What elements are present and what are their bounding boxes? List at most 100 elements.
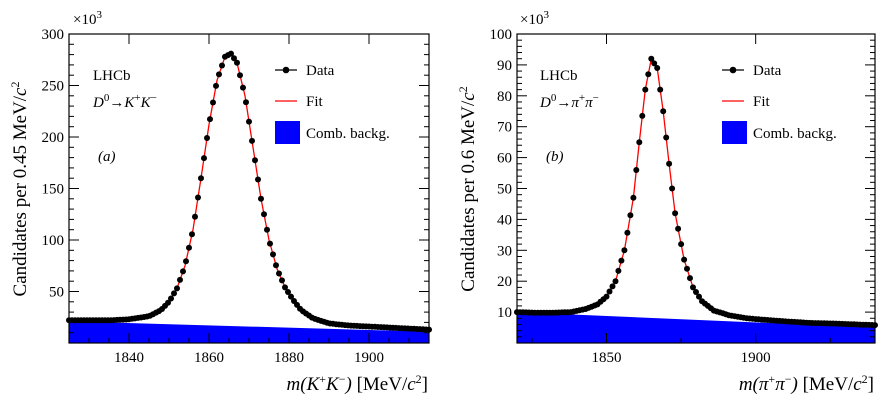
data-point bbox=[207, 116, 213, 123]
data-point bbox=[273, 262, 279, 269]
data-point bbox=[165, 299, 171, 306]
data-point bbox=[678, 241, 685, 248]
data-point bbox=[633, 167, 640, 173]
panel-b-legend: Data Fit Comb. backg. bbox=[722, 63, 837, 144]
y-tick-label: 100 bbox=[490, 27, 513, 43]
data-point bbox=[237, 72, 243, 79]
panel-b-ticks: 1850 1900 10 20 30 40 50 60 70 80 90 100 bbox=[490, 27, 875, 366]
panel-a-y-multiplier: ×103 bbox=[73, 9, 102, 28]
panel-b-y-multiplier: ×103 bbox=[520, 9, 549, 28]
data-point bbox=[693, 289, 699, 295]
data-point bbox=[258, 195, 264, 202]
data-point bbox=[183, 258, 189, 265]
data-point bbox=[261, 211, 267, 218]
y-tick-label: 300 bbox=[42, 27, 65, 43]
data-point bbox=[603, 293, 610, 300]
panel-b-background-area bbox=[517, 312, 875, 343]
data-point bbox=[657, 86, 664, 93]
data-point bbox=[615, 267, 622, 274]
data-point bbox=[189, 231, 195, 238]
y-tick-label: 50 bbox=[497, 182, 512, 198]
y-tick-label: 10 bbox=[497, 305, 512, 321]
data-point bbox=[654, 65, 661, 71]
panel-b-legend-background-swatch bbox=[722, 121, 747, 144]
data-point bbox=[684, 265, 690, 272]
panel-a-data-points bbox=[66, 50, 432, 333]
x-tick-label: 1900 bbox=[741, 350, 771, 366]
data-point bbox=[201, 155, 207, 162]
panel-b-legend-data-label: Data bbox=[753, 63, 782, 79]
background-area-fill bbox=[69, 321, 429, 343]
x-tick-label: 1900 bbox=[354, 350, 384, 366]
data-point bbox=[639, 112, 646, 119]
data-point bbox=[288, 293, 294, 300]
data-point bbox=[618, 257, 625, 264]
panel-a-legend: Data Fit Comb. backg. bbox=[275, 63, 390, 144]
data-point bbox=[672, 210, 679, 217]
data-point bbox=[663, 134, 670, 141]
data-point bbox=[180, 268, 186, 275]
panel-b-panel-label: (b) bbox=[546, 149, 564, 165]
panel-a-legend-background-swatch bbox=[275, 121, 300, 144]
data-point bbox=[267, 240, 273, 247]
data-point bbox=[675, 225, 682, 232]
panel-a-y-axis-label: Candidates per 0.45 MeV/c2 bbox=[8, 82, 31, 297]
panel-a-x-axis-label: m(K+K−) [MeV/c2] bbox=[287, 372, 429, 395]
panel-b: 1850 1900 10 20 30 40 50 60 70 80 90 100 ×103 Candi… bbox=[456, 9, 878, 395]
data-point bbox=[642, 86, 649, 93]
panel-b-data-points bbox=[514, 55, 878, 329]
panel-b-decay-label: D0→π+π− bbox=[539, 92, 599, 111]
data-point bbox=[687, 275, 693, 282]
x-tick-label: 1840 bbox=[114, 350, 144, 366]
background-area-fill bbox=[517, 312, 875, 343]
data-point bbox=[636, 139, 643, 146]
y-tick-label: 250 bbox=[42, 79, 65, 95]
data-point bbox=[168, 295, 174, 302]
data-point bbox=[282, 284, 288, 291]
data-point bbox=[681, 256, 688, 263]
panel-a: 1840 1860 1880 1900 50 100 150 200 250 300 ×103 C… bbox=[8, 9, 432, 395]
data-point bbox=[252, 157, 258, 164]
data-point bbox=[630, 194, 637, 201]
panel-a-legend-data-marker bbox=[282, 66, 290, 74]
data-point bbox=[612, 278, 619, 285]
data-point bbox=[228, 50, 234, 57]
data-point bbox=[609, 283, 616, 290]
data-point bbox=[186, 244, 192, 251]
data-point bbox=[669, 185, 676, 192]
data-point bbox=[645, 71, 652, 78]
panel-a-background-area bbox=[69, 321, 429, 343]
y-tick-label: 50 bbox=[49, 285, 64, 301]
data-point bbox=[216, 71, 222, 78]
y-tick-label: 40 bbox=[497, 212, 512, 228]
data-point bbox=[195, 194, 201, 201]
data-point bbox=[231, 55, 237, 62]
panel-a-panel-label: (a) bbox=[98, 149, 116, 165]
data-point bbox=[660, 108, 667, 115]
panel-b-legend-background-label: Comb. backg. bbox=[753, 126, 837, 142]
data-point bbox=[648, 55, 655, 62]
data-point bbox=[285, 289, 291, 295]
panel-a-ticks: 1840 1860 1880 1900 50 100 150 200 250 300 bbox=[42, 27, 430, 366]
data-point bbox=[234, 59, 240, 66]
data-point bbox=[279, 277, 285, 284]
y-tick-label: 80 bbox=[497, 89, 512, 105]
data-point bbox=[210, 99, 216, 106]
data-point bbox=[240, 84, 246, 91]
data-point bbox=[249, 137, 255, 144]
data-point bbox=[219, 62, 225, 69]
data-point bbox=[666, 160, 673, 167]
y-tick-label: 90 bbox=[497, 58, 512, 74]
data-point bbox=[246, 118, 252, 125]
data-point bbox=[621, 247, 628, 254]
panel-a-legend-background-label: Comb. backg. bbox=[306, 126, 390, 142]
data-point bbox=[624, 229, 631, 236]
data-point bbox=[255, 176, 261, 183]
data-point bbox=[177, 276, 183, 283]
panel-b-legend-data-marker bbox=[729, 66, 737, 74]
panel-a-decay-label: D0→K+K− bbox=[92, 92, 157, 111]
y-tick-label: 30 bbox=[497, 243, 512, 259]
data-point bbox=[270, 251, 276, 258]
data-point bbox=[213, 82, 219, 89]
